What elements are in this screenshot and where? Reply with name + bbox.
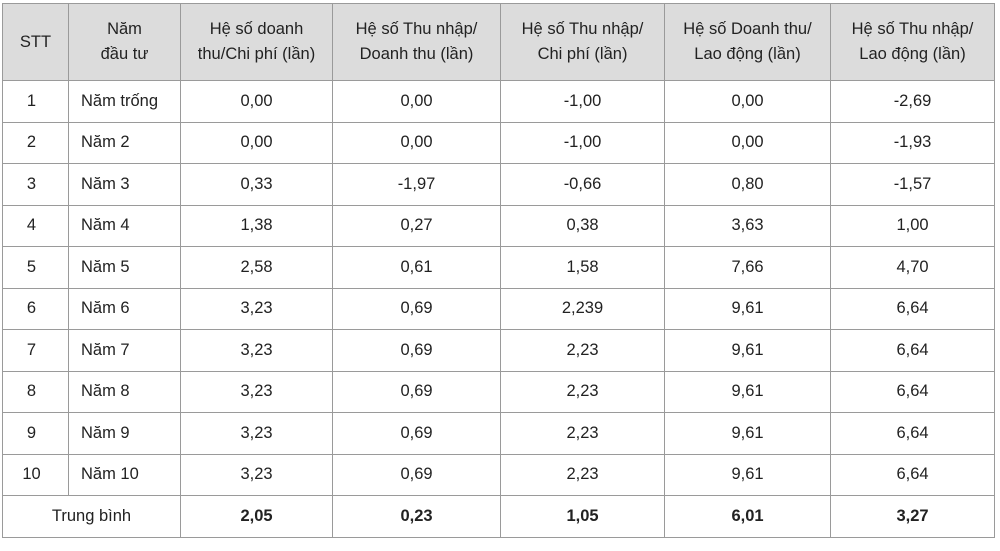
table-row: 3 Năm 3 0,33 -1,97 -0,66 0,80 -1,57 [2, 163, 995, 206]
cell-revenue-cost: 3,23 [180, 453, 333, 496]
table-row: 5 Năm 5 2,58 0,61 1,58 7,66 4,70 [2, 246, 995, 289]
cell-income-labor: -2,69 [830, 80, 995, 123]
table-row: 1 Năm trống 0,00 0,00 -1,00 0,00 -2,69 [2, 80, 995, 123]
cell-income-cost: -0,66 [500, 163, 665, 206]
cell-income-labor: 6,64 [830, 412, 995, 455]
cell-stt: 1 [2, 80, 69, 123]
table-row: 9 Năm 9 3,23 0,69 2,23 9,61 6,64 [2, 412, 995, 455]
average-row: Trung bình 2,05 0,23 1,05 6,01 3,27 [2, 495, 995, 538]
cell-income-revenue: 0,00 [332, 121, 501, 164]
cell-income-revenue: 0,69 [332, 370, 501, 413]
ratio-table: STT Năm đầu tư Hệ số doanh thu/Chi phí (… [2, 3, 995, 538]
average-income-labor: 3,27 [830, 495, 995, 538]
cell-income-cost: -1,00 [500, 80, 665, 123]
cell-revenue-labor: 9,61 [664, 370, 831, 413]
cell-revenue-cost: 0,00 [180, 80, 333, 123]
cell-stt: 5 [2, 246, 69, 289]
cell-income-revenue: 0,27 [332, 204, 501, 247]
cell-income-labor: -1,57 [830, 163, 995, 206]
table-row: 7 Năm 7 3,23 0,69 2,23 9,61 6,64 [2, 329, 995, 372]
cell-stt: 4 [2, 204, 69, 247]
cell-income-labor: 6,64 [830, 287, 995, 330]
cell-income-cost: 1,58 [500, 246, 665, 289]
cell-income-labor: -1,93 [830, 121, 995, 164]
cell-revenue-cost: 3,23 [180, 287, 333, 330]
header-income-cost: Hệ số Thu nhập/ Chi phí (lần) [500, 3, 665, 81]
cell-income-revenue: 0,00 [332, 80, 501, 123]
cell-stt: 2 [2, 121, 69, 164]
cell-income-cost: 2,239 [500, 287, 665, 330]
cell-revenue-labor: 9,61 [664, 329, 831, 372]
cell-year: Năm 6 [68, 287, 181, 330]
cell-revenue-cost: 0,33 [180, 163, 333, 206]
cell-income-revenue: 0,69 [332, 412, 501, 455]
table-row: 6 Năm 6 3,23 0,69 2,239 9,61 6,64 [2, 287, 995, 330]
cell-revenue-cost: 1,38 [180, 204, 333, 247]
cell-revenue-cost: 2,58 [180, 246, 333, 289]
cell-income-labor: 6,64 [830, 453, 995, 496]
average-income-revenue: 0,23 [332, 495, 501, 538]
cell-stt: 3 [2, 163, 69, 206]
cell-stt: 10 [2, 453, 69, 496]
cell-revenue-labor: 0,80 [664, 163, 831, 206]
header-revenue-labor: Hệ số Doanh thu/ Lao động (lần) [664, 3, 831, 81]
header-income-revenue: Hệ số Thu nhập/ Doanh thu (lần) [332, 3, 501, 81]
header-income-labor: Hệ số Thu nhập/ Lao động (lần) [830, 3, 995, 81]
cell-revenue-labor: 9,61 [664, 412, 831, 455]
average-income-cost: 1,05 [500, 495, 665, 538]
cell-income-revenue: 0,69 [332, 453, 501, 496]
cell-year: Năm trống [68, 80, 181, 123]
cell-stt: 8 [2, 370, 69, 413]
cell-income-revenue: -1,97 [332, 163, 501, 206]
cell-income-revenue: 0,61 [332, 246, 501, 289]
cell-income-cost: 2,23 [500, 370, 665, 413]
cell-income-cost: 0,38 [500, 204, 665, 247]
average-label: Trung bình [2, 495, 181, 538]
header-revenue-cost: Hệ số doanh thu/Chi phí (lần) [180, 3, 333, 81]
cell-revenue-labor: 9,61 [664, 287, 831, 330]
cell-income-cost: 2,23 [500, 453, 665, 496]
cell-income-revenue: 0,69 [332, 329, 501, 372]
average-revenue-cost: 2,05 [180, 495, 333, 538]
cell-income-labor: 4,70 [830, 246, 995, 289]
header-stt: STT [2, 3, 69, 81]
table-row: 4 Năm 4 1,38 0,27 0,38 3,63 1,00 [2, 204, 995, 247]
cell-income-labor: 1,00 [830, 204, 995, 247]
cell-income-revenue: 0,69 [332, 287, 501, 330]
cell-revenue-labor: 9,61 [664, 453, 831, 496]
cell-income-cost: -1,00 [500, 121, 665, 164]
cell-income-cost: 2,23 [500, 412, 665, 455]
header-row: STT Năm đầu tư Hệ số doanh thu/Chi phí (… [2, 3, 995, 81]
cell-year: Năm 8 [68, 370, 181, 413]
cell-revenue-cost: 3,23 [180, 370, 333, 413]
cell-income-labor: 6,64 [830, 329, 995, 372]
cell-year: Năm 4 [68, 204, 181, 247]
cell-income-cost: 2,23 [500, 329, 665, 372]
table-row: 2 Năm 2 0,00 0,00 -1,00 0,00 -1,93 [2, 121, 995, 164]
cell-stt: 6 [2, 287, 69, 330]
cell-revenue-labor: 7,66 [664, 246, 831, 289]
cell-year: Năm 2 [68, 121, 181, 164]
cell-year: Năm 9 [68, 412, 181, 455]
table-header: STT Năm đầu tư Hệ số doanh thu/Chi phí (… [2, 3, 995, 81]
table-body: 1 Năm trống 0,00 0,00 -1,00 0,00 -2,69 2… [2, 80, 995, 496]
cell-revenue-cost: 0,00 [180, 121, 333, 164]
cell-year: Năm 3 [68, 163, 181, 206]
table-footer: Trung bình 2,05 0,23 1,05 6,01 3,27 [2, 495, 995, 538]
cell-revenue-labor: 0,00 [664, 121, 831, 164]
cell-revenue-cost: 3,23 [180, 329, 333, 372]
cell-year: Năm 10 [68, 453, 181, 496]
cell-year: Năm 7 [68, 329, 181, 372]
cell-revenue-labor: 3,63 [664, 204, 831, 247]
cell-stt: 7 [2, 329, 69, 372]
header-year: Năm đầu tư [68, 3, 181, 81]
cell-income-labor: 6,64 [830, 370, 995, 413]
cell-stt: 9 [2, 412, 69, 455]
cell-revenue-cost: 3,23 [180, 412, 333, 455]
cell-year: Năm 5 [68, 246, 181, 289]
table-row: 10 Năm 10 3,23 0,69 2,23 9,61 6,64 [2, 453, 995, 496]
table-row: 8 Năm 8 3,23 0,69 2,23 9,61 6,64 [2, 370, 995, 413]
average-revenue-labor: 6,01 [664, 495, 831, 538]
cell-revenue-labor: 0,00 [664, 80, 831, 123]
